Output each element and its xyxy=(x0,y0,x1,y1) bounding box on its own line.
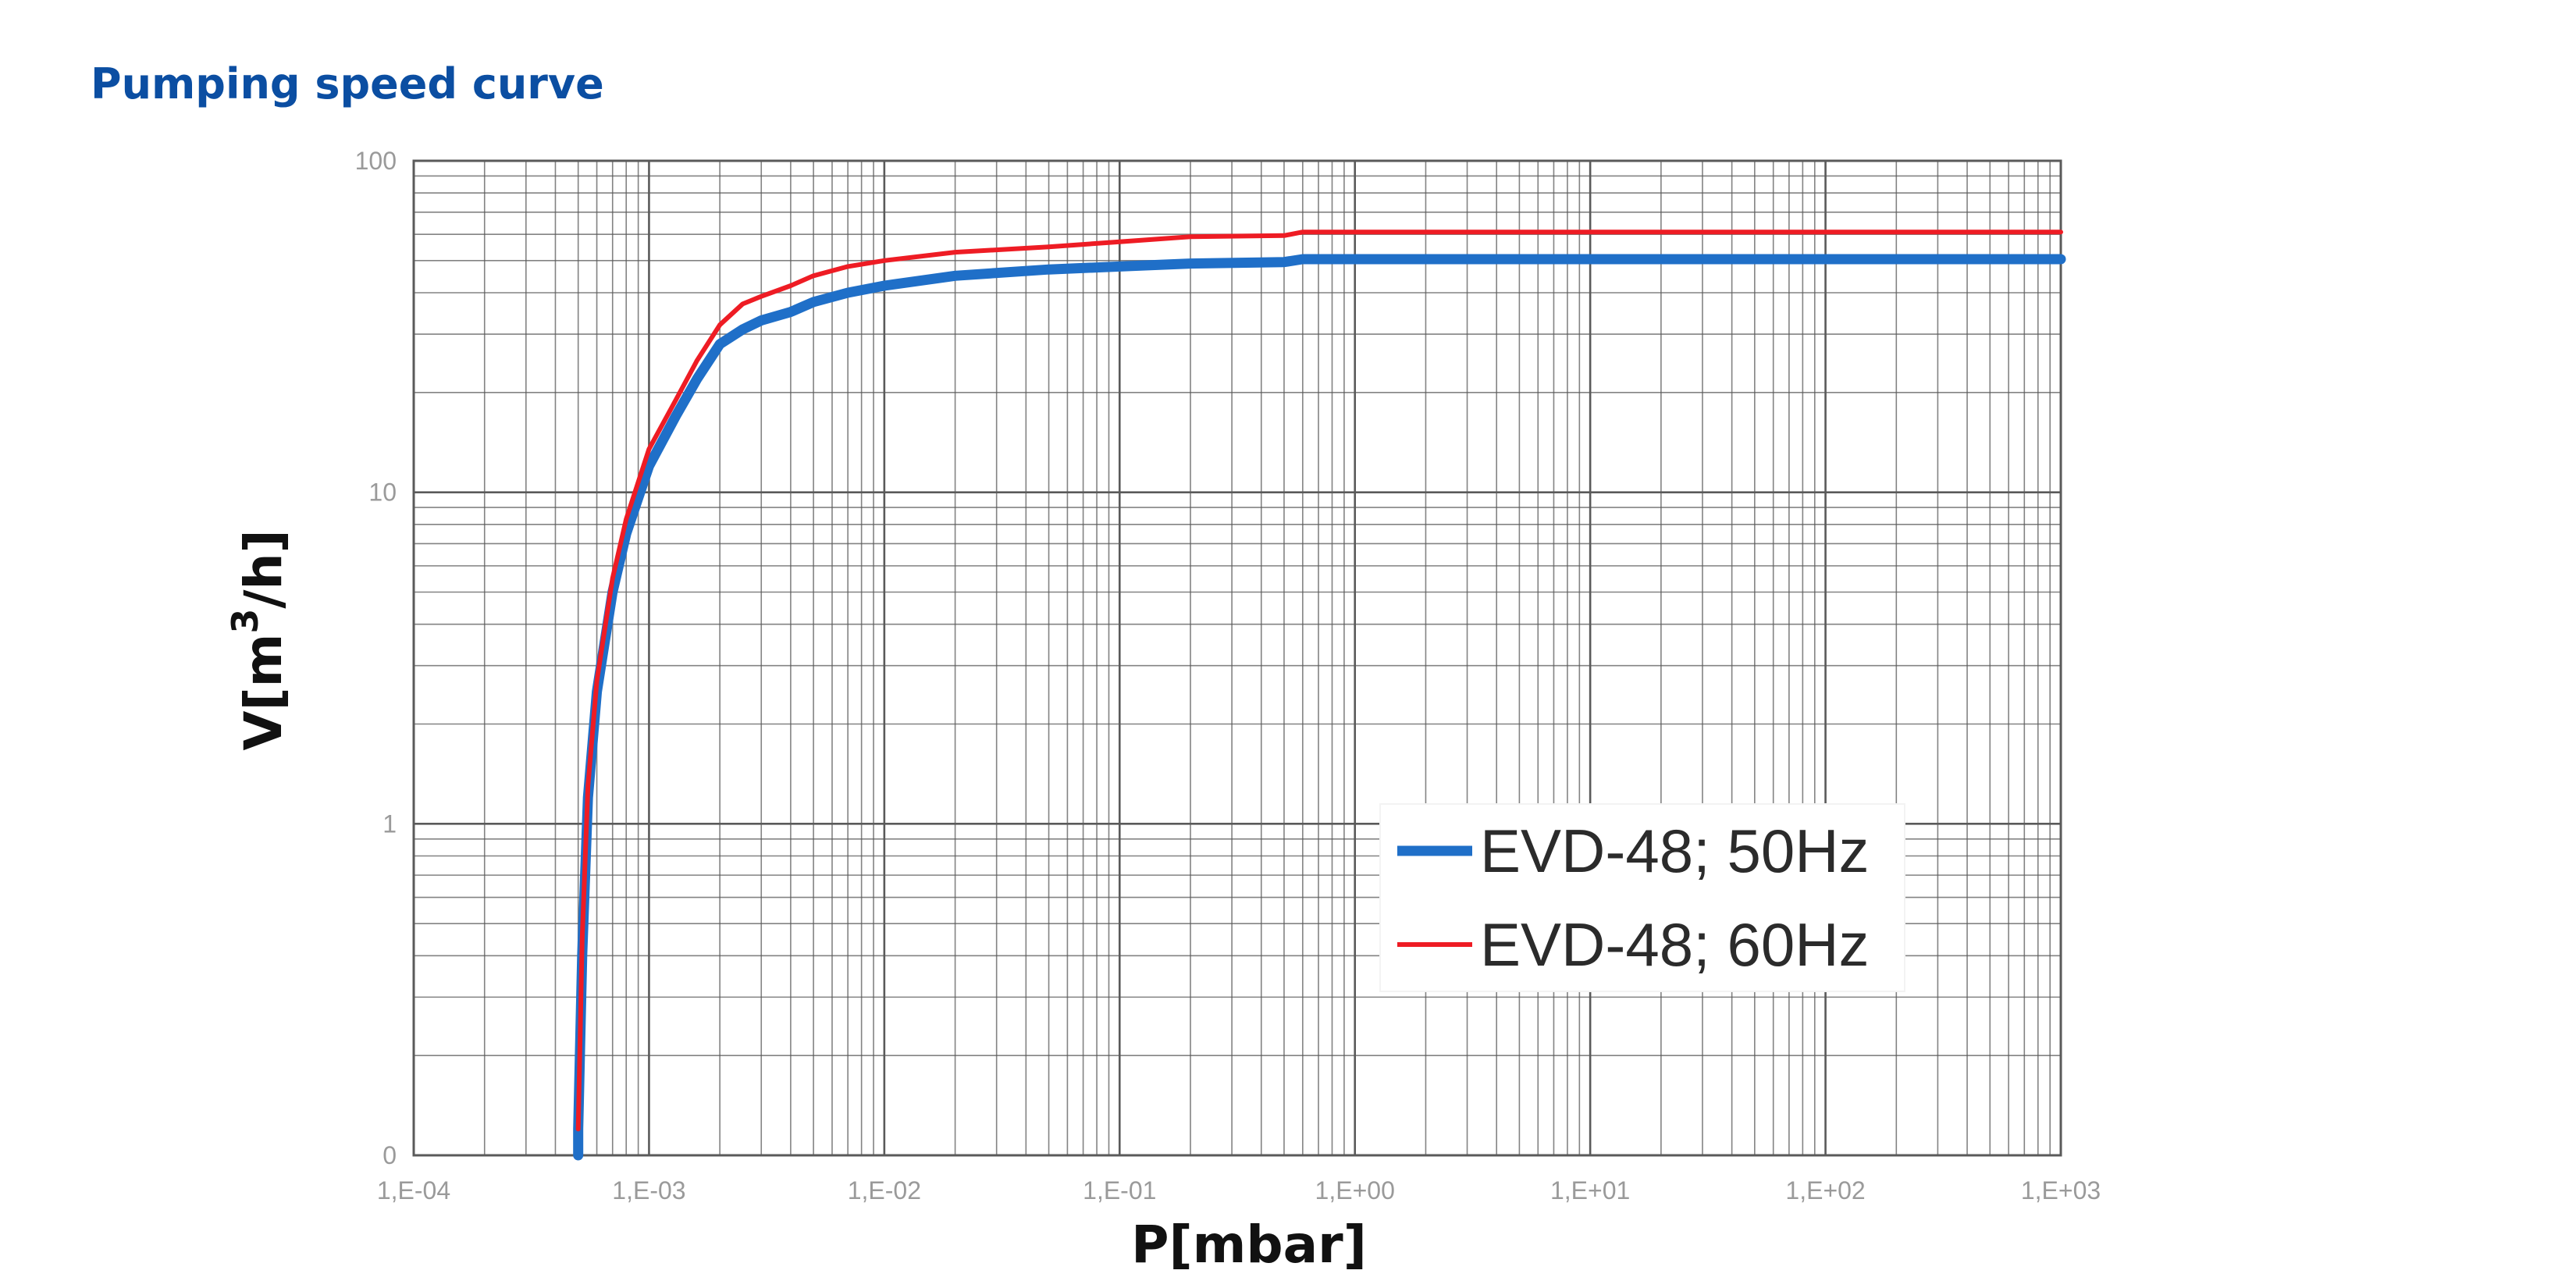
y-axis-title: V[m3/h] xyxy=(224,529,294,750)
grid-major-lines xyxy=(412,159,2062,1157)
x-tick-label: 1,E-02 xyxy=(848,1176,921,1204)
x-axis-title: P[mbar] xyxy=(1131,1215,1367,1275)
y-tick-label: 0 xyxy=(382,1141,397,1169)
y-axis-title-text: V[m3/h] xyxy=(224,529,294,750)
x-tick-label: 1,E+02 xyxy=(1785,1176,1865,1204)
y-tick-label: 100 xyxy=(355,147,397,175)
y-axis-title-tail: /h] xyxy=(233,529,294,608)
legend-label-50hz: EVD-48; 50Hz xyxy=(1480,817,1870,885)
y-tick-label: 1 xyxy=(382,809,397,838)
series-line-50hz xyxy=(573,254,2066,1161)
y-axis-title-superscript: 3 xyxy=(224,609,266,634)
x-tick-label: 1,E-01 xyxy=(1083,1176,1156,1204)
legend-label-60hz: EVD-48; 60Hz xyxy=(1480,910,1870,979)
series-layer xyxy=(573,229,2066,1161)
x-tick-label: 1,E-04 xyxy=(377,1176,450,1204)
page-title: Pumping speed curve xyxy=(91,59,604,109)
x-tick-label: 1,E+03 xyxy=(2021,1176,2101,1204)
x-tick-label: 1,E+01 xyxy=(1550,1176,1630,1204)
y-tick-labels: 0 1 10 100 xyxy=(355,147,397,1169)
y-tick-label: 10 xyxy=(368,479,397,507)
legend: EVD-48; 50Hz EVD-48; 60Hz xyxy=(1379,803,1905,992)
series-line-60hz xyxy=(575,229,2063,1132)
y-axis-title-main: V[m xyxy=(233,634,294,751)
plot-frame xyxy=(412,159,2062,1157)
legend-box xyxy=(1379,803,1905,992)
x-tick-label: 1,E-03 xyxy=(612,1176,685,1204)
x-tick-label: 1,E+00 xyxy=(1315,1176,1395,1204)
x-tick-labels: 1,E-04 1,E-03 1,E-02 1,E-01 1,E+00 1,E+01 1,E+… xyxy=(377,1176,2101,1204)
grid-minor-lines xyxy=(414,161,2061,1155)
